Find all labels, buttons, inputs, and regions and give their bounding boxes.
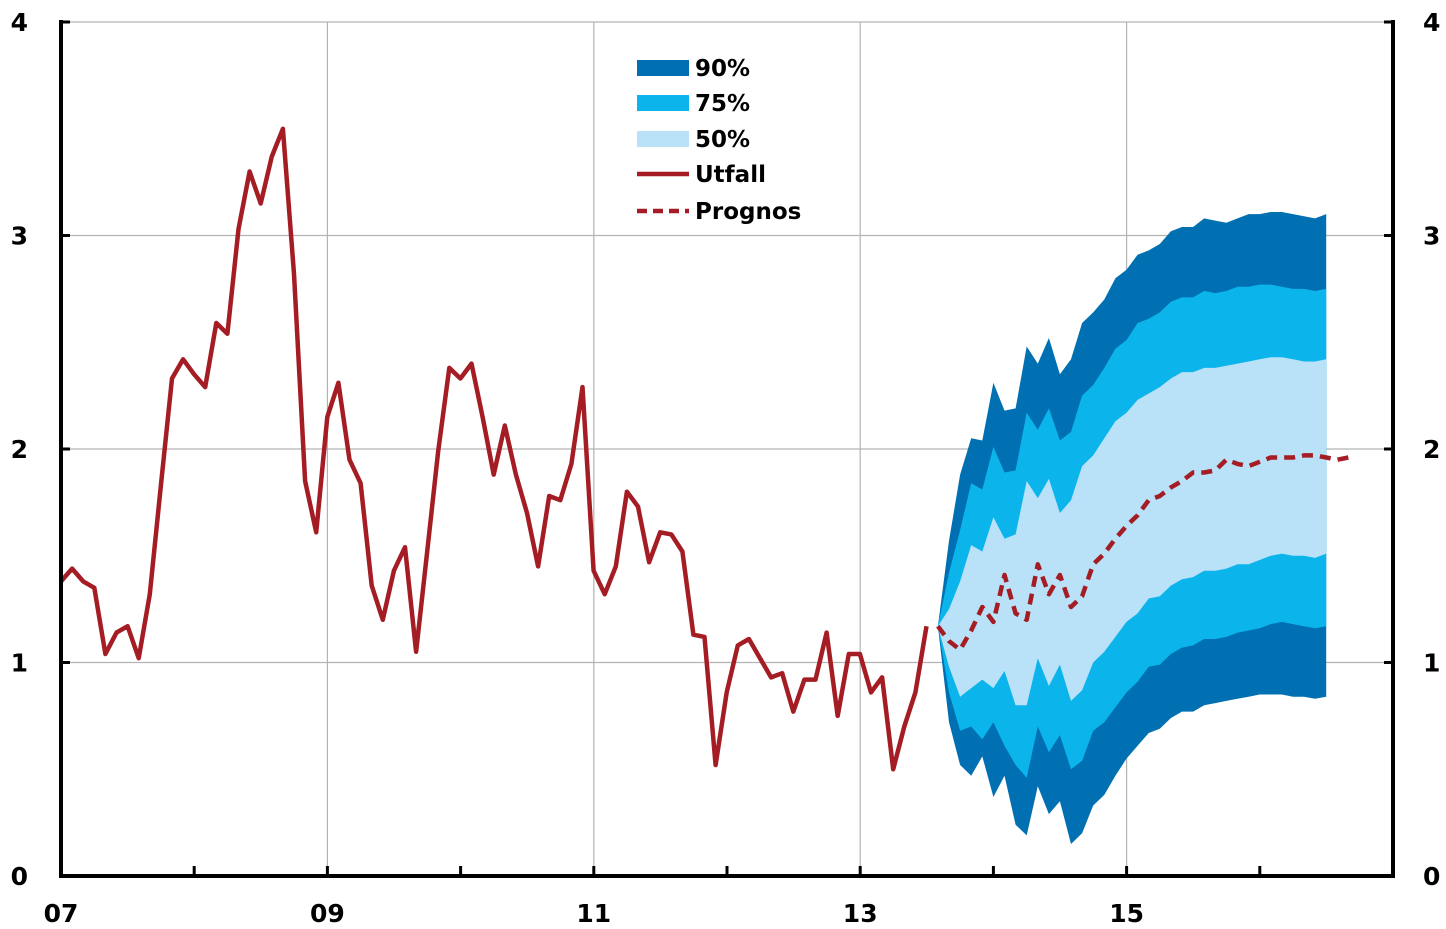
y-tick-label-left: 3 <box>11 222 28 251</box>
y-tick-label-right: 4 <box>1423 8 1440 37</box>
x-tick-label: 09 <box>310 899 345 928</box>
y-tick-label-left: 4 <box>11 8 28 37</box>
legend-swatch-band90 <box>637 60 689 76</box>
axes <box>59 20 1395 878</box>
legend-label: Utfall <box>695 162 766 188</box>
x-tick-label: 07 <box>44 899 79 928</box>
legend-label: 90% <box>695 56 750 82</box>
tick-labels: 0 01 12 23 34 407 09 11 13 15 <box>11 8 1441 928</box>
y-tick-label-left: 0 <box>11 862 28 891</box>
y-tick-label-left: 2 <box>11 435 28 464</box>
legend-label: 50% <box>695 127 750 153</box>
y-tick-label-right: 3 <box>1423 222 1440 251</box>
band-50 <box>937 357 1327 706</box>
legend-swatch-band75 <box>637 95 689 111</box>
legend-label: 75% <box>695 91 750 117</box>
y-tick-label-left: 1 <box>11 649 28 678</box>
legend: 90% 75% 50% Utfall Prognos <box>637 56 801 225</box>
x-tick-label: 11 <box>576 899 611 928</box>
y-tick-label-right: 1 <box>1423 649 1440 678</box>
legend-swatch-band50 <box>637 131 689 147</box>
series-line-prognos <box>936 453 1349 652</box>
y-tick-label-right: 0 <box>1423 862 1440 891</box>
series-lines <box>59 126 1349 772</box>
legend-label: Prognos <box>695 199 801 225</box>
series-line-utfall <box>59 126 929 772</box>
x-tick-label: 13 <box>843 899 878 928</box>
forecast-bands <box>937 212 1327 844</box>
x-tick-label: 15 <box>1109 899 1144 928</box>
y-tick-label-right: 2 <box>1423 435 1440 464</box>
